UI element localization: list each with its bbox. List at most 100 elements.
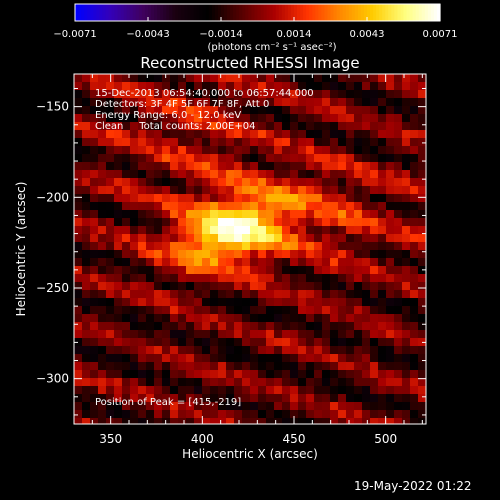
heatmap-pixel [402,282,411,291]
heatmap-pixel [418,122,427,131]
heatmap-pixel [186,266,195,275]
heatmap-pixel [314,290,323,299]
heatmap-pixel [210,138,219,147]
colorbar-segment [290,4,295,21]
heatmap-pixel [74,402,83,411]
heatmap-pixel [122,258,131,267]
heatmap-pixel [226,266,235,275]
heatmap-pixel [202,218,211,227]
heatmap-pixel [114,282,123,291]
heatmap-pixel [210,306,219,315]
colorbar-segment [120,4,125,21]
heatmap-pixel [386,138,395,147]
heatmap-pixel [210,418,219,427]
heatmap-pixel [82,122,91,131]
heatmap-pixel [226,202,235,211]
heatmap-pixel [218,154,227,163]
heatmap-pixel [90,410,99,419]
heatmap-pixel [218,90,227,99]
heatmap-pixel [122,346,131,355]
heatmap-pixel [378,98,387,107]
heatmap-pixel [378,338,387,347]
heatmap-pixel [138,314,147,323]
heatmap-pixel [314,298,323,307]
heatmap-pixel [242,186,251,195]
heatmap-pixel [202,122,211,131]
heatmap-pixel [258,250,267,259]
heatmap-pixel [90,82,99,91]
heatmap-pixel [282,394,291,403]
heatmap-pixel [242,314,251,323]
colorbar-segment [254,4,259,21]
heatmap-pixel [306,418,315,427]
heatmap-pixel [74,90,83,99]
heatmap-pixel [330,298,339,307]
heatmap-pixel [378,122,387,131]
heatmap-pixel [338,234,347,243]
heatmap-pixel [362,394,371,403]
heatmap-pixel [82,82,91,91]
heatmap-pixel [82,362,91,371]
heatmap-pixel [418,306,427,315]
heatmap-pixel [266,202,275,211]
heatmap-pixel [402,378,411,387]
heatmap-pixel [282,106,291,115]
heatmap-pixel [194,194,203,203]
heatmap-pixel [290,226,299,235]
heatmap-pixel [290,378,299,387]
heatmap-pixel [234,234,243,243]
heatmap-pixel [322,290,331,299]
heatmap-pixel [402,114,411,123]
heatmap-pixel [178,178,187,187]
colorbar-segment [199,4,204,21]
heatmap-pixel [162,282,171,291]
heatmap-pixel [346,154,355,163]
heatmap-pixel [146,194,155,203]
heatmap-pixel [330,370,339,379]
heatmap-pixel [98,170,107,179]
heatmap-pixel [330,386,339,395]
heatmap-pixel [394,322,403,331]
heatmap-pixel [418,234,427,243]
heatmap-pixel [146,378,155,387]
heatmap-pixel [330,178,339,187]
heatmap-pixel [402,146,411,155]
heatmap-pixel [178,314,187,323]
heatmap-pixel [306,186,315,195]
heatmap-pixel [314,242,323,251]
heatmap-pixel [178,258,187,267]
heatmap-pixel [290,330,299,339]
heatmap-pixel [362,418,371,427]
heatmap-pixel [394,154,403,163]
heatmap-pixel [106,354,115,363]
heatmap-pixel [170,130,179,139]
heatmap-pixel [154,338,163,347]
heatmap-pixel [210,386,219,395]
heatmap-pixel [394,114,403,123]
heatmap-pixel [178,210,187,219]
heatmap-pixel [322,114,331,123]
heatmap-pixel [378,370,387,379]
colorbar-segment [412,4,417,21]
heatmap-pixel [106,242,115,251]
heatmap-pixel [386,402,395,411]
heatmap-pixel [122,266,131,275]
heatmap-pixel [170,202,179,211]
heatmap-pixel [378,298,387,307]
heatmap-pixel [186,258,195,267]
colorbar-ticks: −0.0071 −0.0043 −0.0014 0.0014 0.0043 0.0071 [53,17,458,40]
heatmap-pixel [106,314,115,323]
heatmap-pixel [250,194,259,203]
heatmap-pixel [226,146,235,155]
heatmap-pixel [362,106,371,115]
colorbar-segment [248,4,253,21]
heatmap-pixel [314,98,323,107]
heatmap-pixel [106,290,115,299]
heatmap-pixel [378,82,387,91]
heatmap-pixel [250,338,259,347]
heatmap-pixel [354,378,363,387]
heatmap-pixel [162,130,171,139]
heatmap-pixel [370,410,379,419]
heatmap-pixel [218,202,227,211]
heatmap-pixel [194,354,203,363]
